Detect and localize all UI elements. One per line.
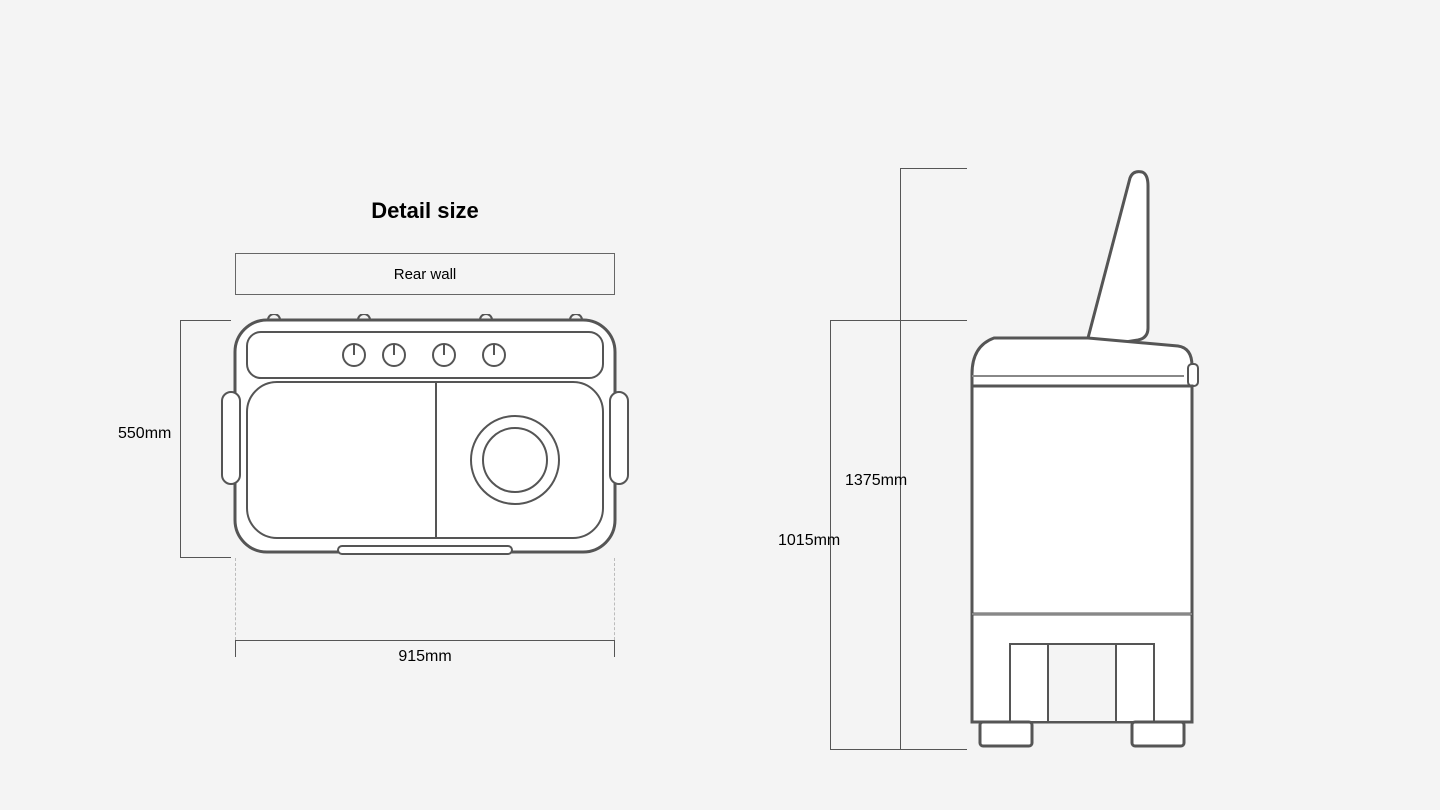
guide-dashed-right [614, 558, 615, 640]
dimension-label-width: 915mm [235, 648, 615, 666]
washer-top-view-icon [218, 314, 632, 558]
rear-wall-label: Rear wall [394, 266, 457, 283]
dimension-label-height-open: 1375mm [845, 472, 907, 490]
dimension-label-depth: 550mm [118, 425, 171, 443]
dimension-bracket-depth [180, 320, 181, 558]
dimension-label-height-body: 1015mm [778, 532, 840, 550]
washer-side-view-icon [970, 168, 1202, 750]
dimension-bracket-height-open [900, 168, 901, 750]
diagram-title: Detail size [235, 198, 615, 224]
dimension-bracket-width [235, 640, 615, 641]
rear-wall-box: Rear wall [235, 253, 615, 295]
guide-dashed-left [235, 558, 236, 640]
